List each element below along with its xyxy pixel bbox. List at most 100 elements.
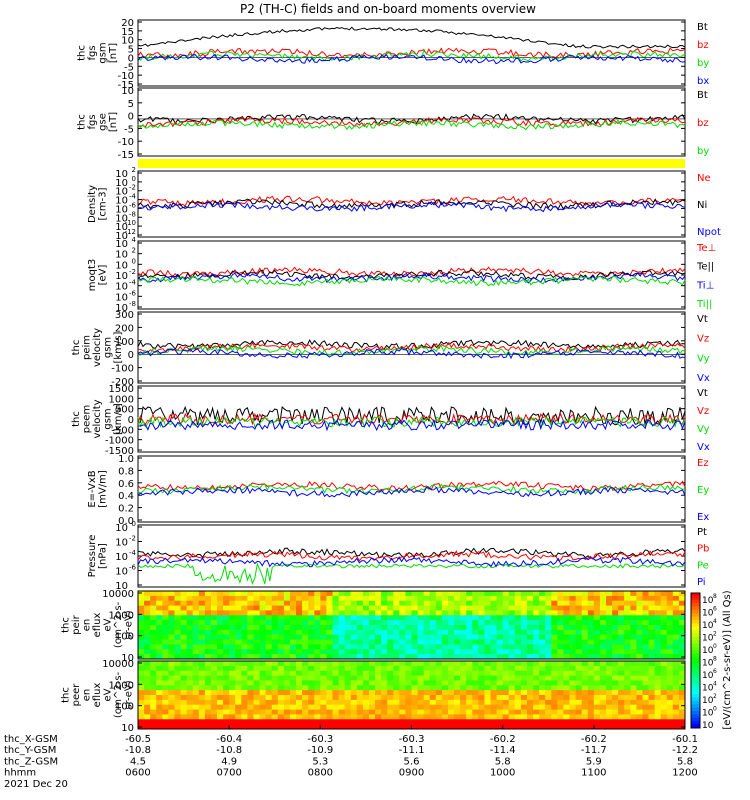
legend-entry-Vy: Vy: [697, 353, 710, 364]
heatmap-cell: [356, 615, 364, 621]
heatmap-cell: [210, 709, 218, 715]
heatmap-cell: [223, 704, 230, 710]
heatmap-cell: [271, 665, 279, 672]
heatmap-cell: [144, 639, 151, 645]
heatmap-cell: [514, 695, 522, 701]
heatmap-cell: [150, 680, 157, 686]
heatmap-cell: [599, 714, 607, 720]
heatmap-cell: [460, 634, 467, 640]
heatmap-cell: [320, 644, 327, 650]
heatmap-cell: [460, 591, 467, 597]
heatmap-cell: [326, 625, 333, 631]
heatmap-cell: [545, 639, 552, 645]
heatmap-cell: [660, 629, 668, 636]
colorbar-cell: [691, 623, 700, 628]
heatmap-cell: [223, 709, 230, 715]
heatmap-cell: [441, 634, 449, 640]
heatmap-cell: [575, 639, 583, 645]
heatmap-cell: [484, 654, 491, 660]
heatmap-cell: [283, 675, 291, 681]
heatmap-cell: [654, 634, 662, 640]
heatmap-cell: [356, 634, 364, 640]
x-row-value: 4.5: [130, 756, 146, 767]
heatmap-cell: [612, 709, 619, 715]
heatmap-cell: [369, 675, 376, 681]
heatmap-cell: [624, 670, 631, 676]
heatmap-cell: [204, 719, 212, 725]
heatmap-cell: [332, 644, 339, 650]
heatmap-cell: [192, 620, 200, 626]
heatmap-cell: [642, 634, 649, 640]
heatmap-cell: [217, 675, 224, 681]
heatmap-cell: [599, 665, 607, 672]
heatmap-cell: [612, 680, 619, 686]
colorbar-tick-exponent: 6: [713, 606, 717, 613]
y-tick-label: 300: [115, 310, 134, 321]
heatmap-cell: [539, 654, 546, 660]
heatmap-cell: [520, 591, 528, 597]
heatmap-cell: [186, 595, 194, 602]
heatmap-cell: [417, 719, 425, 725]
heatmap-cell: [156, 665, 163, 672]
heatmap-cell: [563, 629, 570, 636]
heatmap-cell: [441, 680, 449, 686]
heatmap-cell: [344, 629, 352, 636]
heatmap-cell: [630, 639, 637, 645]
heatmap-cell: [660, 625, 668, 631]
heatmap-cell: [314, 610, 321, 616]
heatmap-cell: [174, 600, 181, 606]
heatmap-cell: [423, 654, 431, 660]
heatmap-cell: [478, 615, 485, 621]
heatmap-cell: [314, 680, 321, 686]
heatmap-cell: [533, 685, 540, 691]
heatmap-cell: [642, 665, 649, 672]
heatmap-cell: [253, 699, 260, 706]
heatmap-cell: [265, 644, 273, 650]
heatmap-cell: [648, 595, 655, 602]
heatmap-cell: [241, 704, 248, 710]
heatmap-cell: [174, 695, 181, 701]
heatmap-cell: [259, 654, 267, 660]
heatmap-cell: [387, 719, 394, 725]
heatmap-cell: [198, 685, 206, 691]
heatmap-cell: [624, 699, 631, 706]
heatmap-cell: [247, 661, 254, 667]
heatmap-cell: [593, 680, 601, 686]
heatmap-cell: [277, 661, 285, 667]
heatmap-cell: [606, 639, 613, 645]
heatmap-cell: [612, 610, 619, 616]
y-axis-label: [eV]: [97, 265, 108, 286]
heatmap-cell: [405, 675, 412, 681]
heatmap-cell: [271, 690, 279, 696]
heatmap-cell: [344, 654, 352, 660]
heatmap-cell: [551, 665, 558, 672]
heatmap-cell: [472, 605, 479, 611]
heatmap-cell: [417, 709, 425, 715]
heatmap-cell: [484, 719, 491, 725]
heatmap-cell: [654, 639, 662, 645]
heatmap-cell: [338, 620, 346, 626]
heatmap-cell: [235, 625, 242, 631]
heatmap-cell: [223, 634, 230, 640]
heatmap-cell: [520, 639, 528, 645]
heatmap-cell: [332, 724, 339, 730]
heatmap-cell: [217, 629, 224, 636]
y-tick-label: -1500: [105, 446, 134, 457]
heatmap-cell: [162, 644, 169, 650]
colorbar-tick-label: 10: [702, 634, 714, 644]
heatmap-cell: [138, 625, 145, 631]
heatmap-cell: [448, 605, 455, 611]
heatmap-cell: [338, 629, 346, 636]
heatmap-cell: [557, 634, 564, 640]
heatmap-cell: [356, 600, 364, 606]
heatmap-cell: [587, 600, 595, 606]
heatmap-cell: [496, 699, 504, 706]
y-tick-label: 10: [121, 36, 134, 47]
y-axis-label: thc: [61, 617, 72, 633]
heatmap-cell: [484, 610, 491, 616]
heatmap-cell: [660, 724, 668, 730]
colorbar-cell: [691, 657, 700, 661]
heatmap-cell: [612, 699, 619, 706]
heatmap-cell: [180, 675, 187, 681]
heatmap-cell: [387, 629, 394, 636]
